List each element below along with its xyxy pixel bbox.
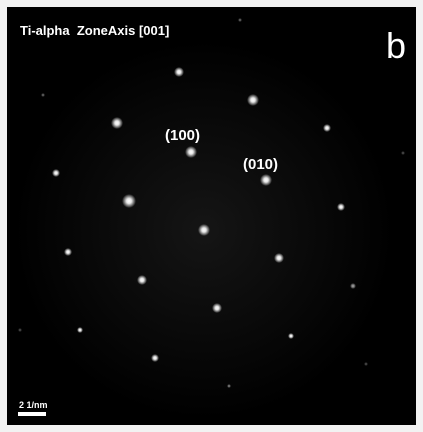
spot <box>77 327 83 333</box>
panel-letter: b <box>386 25 406 66</box>
spot <box>288 333 294 339</box>
spot <box>238 18 242 22</box>
spot-label: (010) <box>243 156 278 173</box>
scale-bar <box>18 412 46 416</box>
spot <box>137 275 147 285</box>
spot <box>18 328 22 332</box>
spot <box>41 93 45 97</box>
image-label: Ti-alpha ZoneAxis [001] <box>20 23 169 38</box>
spot <box>337 203 345 211</box>
spot <box>227 384 231 388</box>
spots <box>18 18 405 388</box>
spot <box>122 194 136 208</box>
spot <box>401 151 405 155</box>
spot <box>364 362 368 366</box>
spot <box>260 174 272 186</box>
spot <box>212 303 222 313</box>
spot <box>111 117 123 129</box>
spot <box>185 146 197 158</box>
spot <box>64 248 72 256</box>
spot <box>151 354 159 362</box>
spot <box>174 67 184 77</box>
spot <box>198 224 210 236</box>
spot-label: (100) <box>165 127 200 144</box>
spot <box>323 124 331 132</box>
spot <box>247 94 259 106</box>
scale-bar-label: 2 1/nm <box>19 400 48 410</box>
spot <box>350 283 356 289</box>
spot <box>274 253 284 263</box>
spot <box>52 169 60 177</box>
